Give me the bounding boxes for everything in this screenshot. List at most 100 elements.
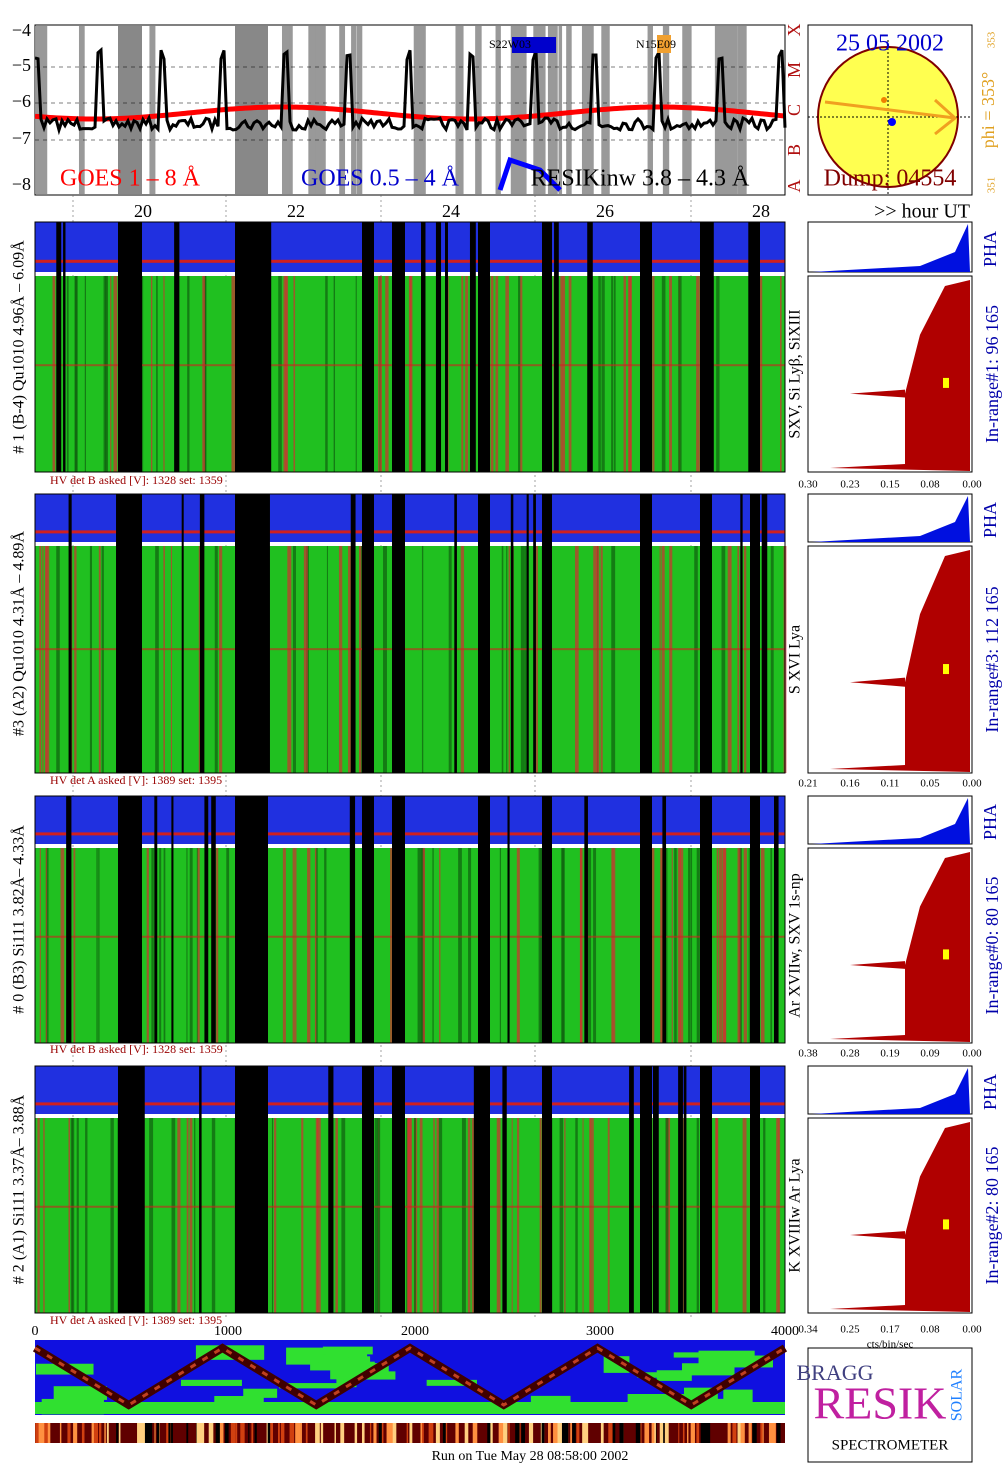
data-gap xyxy=(199,1066,202,1313)
streak xyxy=(151,848,154,1043)
data-gap xyxy=(118,796,142,1043)
hist-shape xyxy=(830,1122,970,1312)
stripe-band xyxy=(199,1423,205,1443)
streak xyxy=(171,1118,176,1313)
data-gap xyxy=(542,796,552,1043)
stripe-band xyxy=(621,1423,624,1443)
stripe-band xyxy=(732,1423,737,1443)
line-trace xyxy=(35,364,785,367)
streak xyxy=(677,848,681,1043)
data-gap xyxy=(478,494,490,773)
blob xyxy=(53,1386,108,1400)
stripe-band xyxy=(455,1423,459,1443)
blob xyxy=(627,1394,693,1403)
streak xyxy=(273,1118,277,1313)
hist-shape xyxy=(830,852,970,1042)
stripe-band xyxy=(651,1423,655,1443)
data-gap xyxy=(502,1066,507,1313)
streak xyxy=(433,1118,435,1313)
streak xyxy=(743,546,747,773)
line-ids: S XVI Lya xyxy=(787,625,804,694)
data-gap xyxy=(181,494,184,773)
data-gap xyxy=(122,494,127,773)
streak xyxy=(45,848,49,1043)
streak xyxy=(419,1118,423,1313)
stripe-band xyxy=(749,1423,755,1443)
data-gap xyxy=(750,222,760,472)
streak xyxy=(341,1118,346,1313)
streak xyxy=(66,276,69,472)
streak xyxy=(763,1118,766,1313)
streak xyxy=(177,1118,181,1313)
streak xyxy=(516,848,520,1043)
streak xyxy=(76,1118,79,1313)
flare-class: B xyxy=(784,144,804,156)
streak xyxy=(511,1118,513,1313)
streak xyxy=(518,276,521,472)
pha-label: PHA xyxy=(980,502,1000,538)
blob xyxy=(681,1363,735,1376)
data-gap xyxy=(700,1066,712,1313)
hist-tick: 0.38 xyxy=(798,1048,818,1060)
hist-line xyxy=(850,389,905,398)
streak xyxy=(271,1118,274,1313)
pha-hist xyxy=(807,795,973,845)
streak xyxy=(105,276,109,472)
streak xyxy=(149,1118,154,1313)
data-gap xyxy=(247,494,252,773)
data-gap xyxy=(63,222,66,472)
data-gap xyxy=(774,796,778,1043)
streak xyxy=(194,1118,196,1313)
streak xyxy=(669,276,672,472)
streak xyxy=(406,1118,408,1313)
pha-label: PHA xyxy=(980,231,1000,267)
stripe-band xyxy=(487,1423,491,1443)
stripe-band xyxy=(635,1423,641,1443)
streak xyxy=(506,546,508,773)
hist-tick: 0.16 xyxy=(840,778,860,790)
data-gap xyxy=(678,1066,683,1313)
data-gap xyxy=(118,494,142,773)
flare-class: M xyxy=(784,62,804,78)
streak xyxy=(163,546,165,773)
streak xyxy=(501,546,504,773)
data-gap xyxy=(542,494,552,773)
hour-tick: 28 xyxy=(752,201,770,221)
hv-info: HV det A asked [V]: 1389 set: 1395 xyxy=(50,773,222,787)
data-gap xyxy=(700,494,712,773)
streak xyxy=(690,848,693,1043)
streak xyxy=(727,546,731,773)
streak xyxy=(659,546,661,773)
streak xyxy=(524,546,529,773)
streak xyxy=(287,546,292,773)
streak xyxy=(650,848,655,1043)
stripe-band xyxy=(118,1423,121,1443)
data-gap xyxy=(478,796,490,1043)
streak xyxy=(163,848,166,1043)
data-gap xyxy=(478,1066,490,1313)
stripe-band xyxy=(768,1423,774,1443)
stripe-band xyxy=(116,1423,119,1443)
streak xyxy=(505,276,509,472)
streak xyxy=(325,276,328,472)
stripe-band xyxy=(442,1423,448,1443)
streak xyxy=(600,546,603,773)
streak xyxy=(561,848,565,1043)
y-tick-label: −8 xyxy=(12,174,31,194)
stripe-band xyxy=(254,1423,257,1443)
streak xyxy=(37,1118,40,1313)
data-gap xyxy=(154,796,158,1043)
in-range: In-range#1: 96 165 xyxy=(982,305,1002,443)
logo-word: BRAGG xyxy=(796,1360,873,1385)
data-gap xyxy=(68,494,72,773)
detector-label: #3 (A2) Qu1010 4.31Å – 4.89Å xyxy=(10,531,28,736)
stripe-band xyxy=(186,1423,189,1443)
data-gap xyxy=(362,222,374,472)
frame xyxy=(34,493,786,774)
data-gap xyxy=(56,222,62,472)
marker xyxy=(943,377,949,388)
gray-band xyxy=(510,26,519,194)
stripe-band xyxy=(700,1423,704,1443)
streak xyxy=(146,848,149,1043)
stripe-band xyxy=(704,1423,709,1443)
